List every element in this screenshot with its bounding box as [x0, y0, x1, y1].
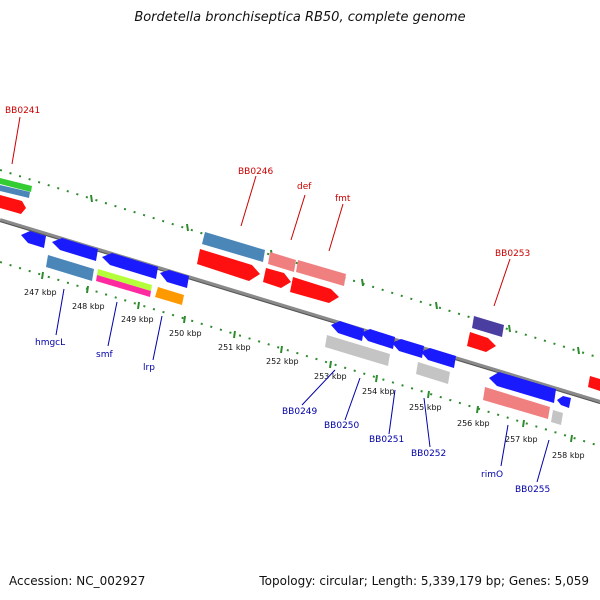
gene-arrow — [268, 252, 296, 272]
gene-arrow — [416, 362, 450, 384]
inner-tick — [233, 330, 236, 339]
gene-label-bb0253: BB0253 — [495, 249, 530, 259]
scale-label: 251 kbp — [218, 343, 251, 352]
topology-text: Topology: circular; Length: 5,339,179 bp… — [259, 574, 589, 588]
gene-arrow — [557, 396, 571, 408]
gene-arrow — [97, 269, 152, 291]
inner-tick — [280, 345, 283, 354]
gene-label-smf: smf — [96, 350, 113, 360]
outer-tick — [361, 278, 364, 287]
gene-arrow — [467, 332, 496, 352]
inner-tick — [137, 301, 140, 310]
scale-label: 254 kbp — [362, 387, 395, 396]
gene-arrow — [0, 178, 32, 192]
scale-label: 249 kbp — [121, 315, 154, 324]
gene-label-bb0241: BB0241 — [5, 106, 40, 116]
gene-arrow — [96, 275, 151, 297]
scale-label: 250 kbp — [169, 329, 202, 338]
gene-arrow — [489, 372, 556, 403]
inner-tick — [522, 419, 525, 428]
scale-labels: 247 kbp 248 kbp 249 kbp 250 kbp 251 kbp … — [24, 288, 585, 460]
gene-label-bb0246: BB0246 — [238, 167, 274, 177]
gene-arrow — [21, 231, 46, 248]
gene-arrow — [472, 316, 504, 337]
inner-tick — [375, 374, 378, 383]
inner-tick — [427, 390, 430, 399]
gene-arrow — [197, 249, 260, 281]
gene-label-bb0251: BB0251 — [369, 435, 404, 445]
scale-label: 257 kbp — [505, 435, 538, 444]
scale-label: 258 kbp — [552, 451, 585, 460]
gene-arrow — [155, 287, 184, 305]
callouts-top: BB0241 BB0246 def fmt BB0253 — [5, 106, 530, 307]
inner-tick — [476, 405, 479, 414]
gene-arrow — [263, 268, 291, 288]
inner-tick — [41, 271, 44, 280]
gene-label-rimo: rimO — [481, 470, 503, 480]
gene-label-bb0250: BB0250 — [324, 421, 360, 431]
inner-dotted-ring — [0, 261, 600, 447]
inner-tick — [570, 434, 573, 443]
gene-arrow — [0, 185, 30, 198]
inner-tick — [329, 360, 332, 369]
gene-arrow — [296, 260, 346, 286]
gene-arrow — [290, 277, 339, 303]
forward-strand-genes — [0, 178, 600, 391]
outer-tick — [435, 301, 438, 310]
gene-arrow — [551, 410, 563, 425]
callouts-bottom: hmgcL smf lrp BB0249 BB0250 BB0251 BB025… — [35, 288, 550, 495]
outer-tick — [508, 324, 511, 333]
gene-label-bb0255: BB0255 — [515, 485, 550, 495]
gene-arrow — [331, 321, 364, 341]
scale-label: 252 kbp — [266, 357, 299, 366]
accession-text: Accession: NC_002927 — [9, 574, 146, 588]
gene-arrow — [421, 348, 456, 368]
gene-label-lrp: lrp — [143, 363, 155, 373]
gene-arrow — [392, 339, 424, 358]
gene-arrow — [202, 232, 265, 262]
outer-tick — [186, 223, 189, 232]
gene-arrow — [325, 335, 390, 366]
gene-label-bb0249: BB0249 — [282, 407, 318, 417]
outer-tick — [577, 346, 580, 355]
gene-arrow — [0, 195, 26, 214]
scale-label: 247 kbp — [24, 288, 57, 297]
gene-label-bb0252: BB0252 — [411, 449, 446, 459]
gene-label-hmgcl: hmgcL — [35, 338, 65, 348]
reverse-strand-genes — [21, 231, 571, 425]
gene-label-fmt: fmt — [335, 194, 351, 204]
scale-label: 253 kbp — [314, 372, 347, 381]
gene-label-def: def — [297, 182, 312, 192]
gene-arrow — [46, 255, 94, 281]
inner-tick — [183, 315, 186, 324]
genome-backbone — [0, 218, 600, 404]
gene-arrow — [483, 387, 550, 419]
gene-arrow — [160, 270, 189, 288]
gene-arrow — [361, 329, 395, 349]
gene-arrow — [52, 238, 98, 261]
gene-arrow — [102, 253, 158, 279]
scale-label: 256 kbp — [457, 419, 490, 428]
map-title: Bordetella bronchiseptica RB50, complete… — [134, 10, 466, 25]
inner-tick — [86, 285, 89, 294]
scale-label: 248 kbp — [72, 302, 105, 311]
outer-tick — [90, 194, 93, 203]
gene-arrow — [588, 376, 600, 391]
